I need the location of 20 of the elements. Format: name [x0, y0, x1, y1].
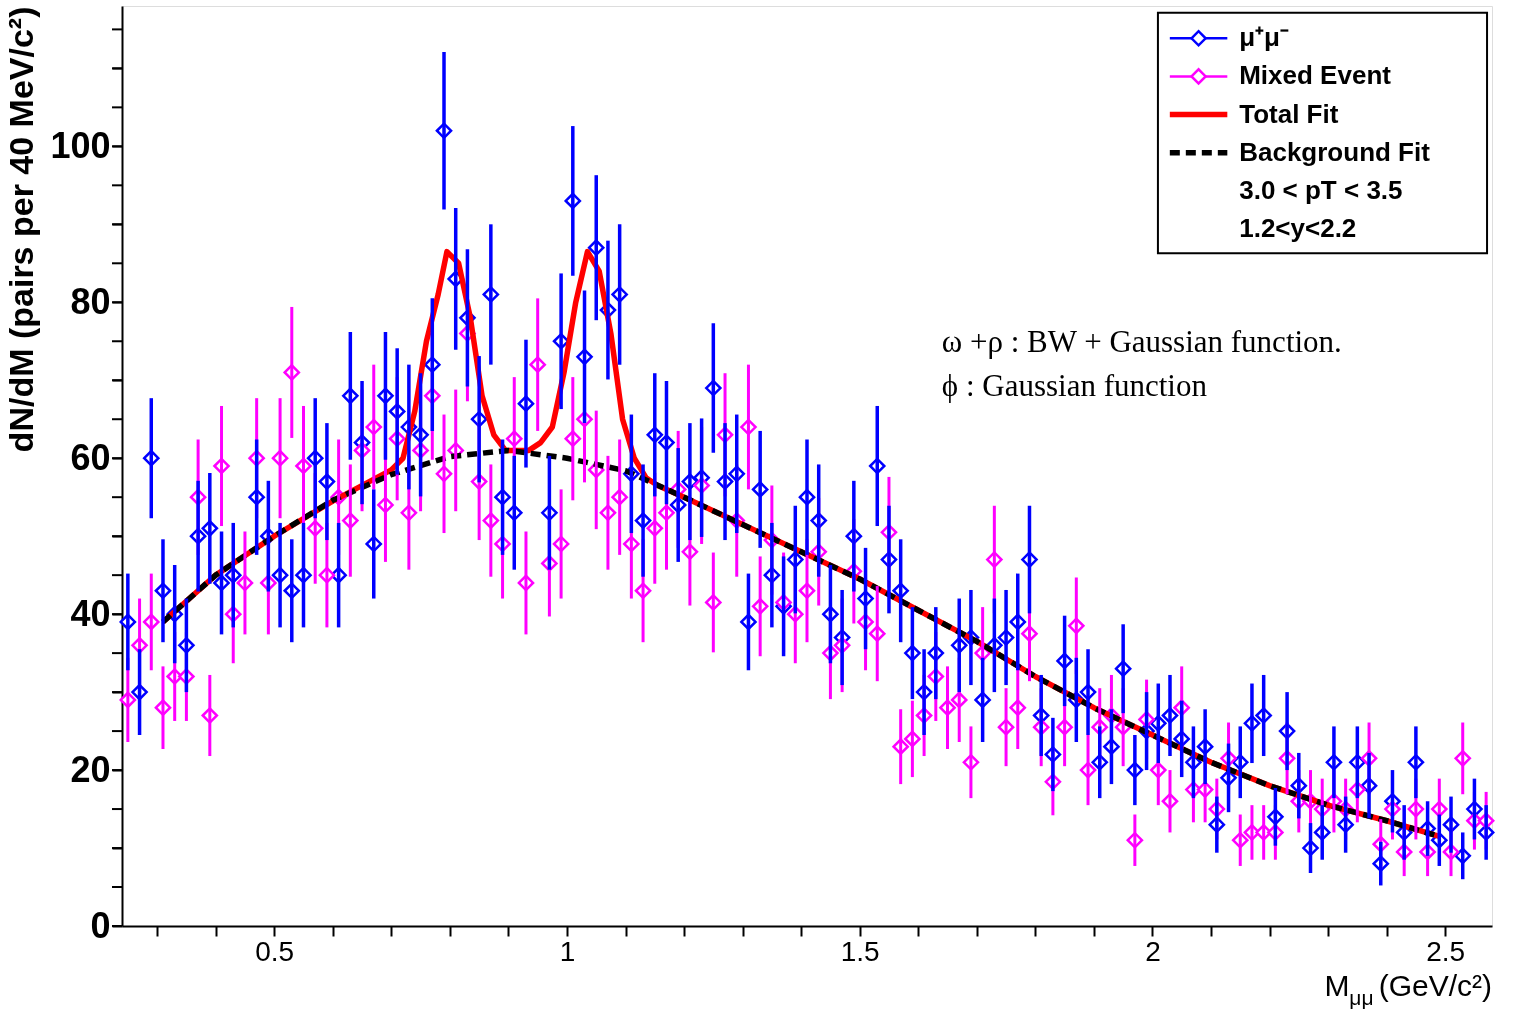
- y-tick-label: 100: [50, 124, 111, 166]
- legend-label: Mixed Event: [1239, 60, 1392, 91]
- x-tick-label: 1.5: [840, 935, 880, 967]
- annotation: ω +ρ : BW + Gaussian function.: [941, 324, 1342, 360]
- x-tick-label: 2: [1145, 935, 1161, 967]
- x-tick-label: 2.5: [1426, 935, 1466, 967]
- x-tick-label: 1: [559, 935, 576, 967]
- legend-label: Background Fit: [1239, 136, 1431, 167]
- legend-label: Total Fit: [1239, 98, 1339, 129]
- y-tick-label: 40: [70, 592, 111, 634]
- y-tick-label: 0: [90, 904, 111, 946]
- y-axis-title: dN/dM (pairs per 40 MeV/c²): [2, 6, 41, 453]
- y-tick-label: 80: [70, 280, 111, 322]
- annotation: 3.0 < pT < 3.5: [1239, 174, 1403, 205]
- x-tick-label: 0.5: [255, 935, 295, 967]
- y-tick-label: 60: [70, 436, 111, 478]
- annotation: ϕ : Gaussian function: [941, 368, 1208, 404]
- annotation: 1.2<y<2.2: [1239, 212, 1357, 243]
- y-tick-label: 20: [70, 748, 111, 790]
- legend-label: μ⁺μ⁻: [1239, 22, 1290, 53]
